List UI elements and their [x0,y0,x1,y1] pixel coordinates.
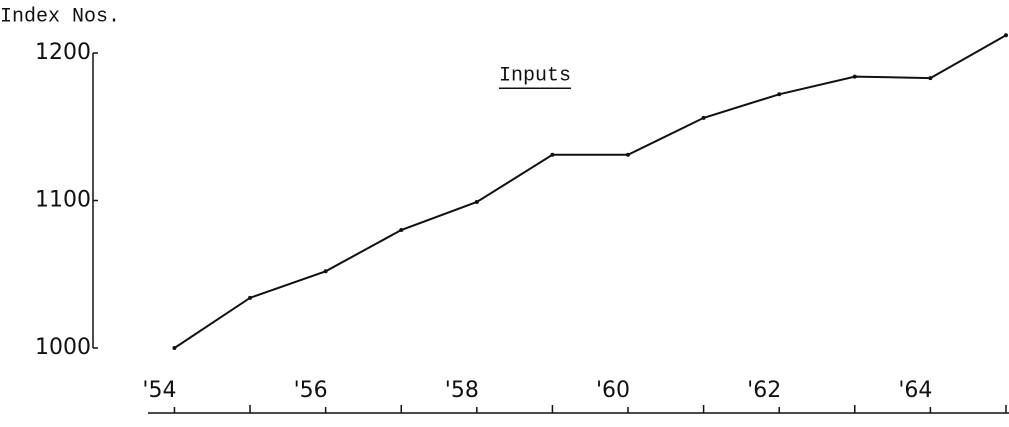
data-point [172,346,177,350]
x-tick-label: '64 [898,378,932,403]
data-point [1003,33,1008,38]
data-point [852,74,857,79]
x-tick-label: '60 [596,378,630,403]
data-point [777,92,782,97]
y-axis-label: Index Nos. [0,5,120,28]
data-point [928,76,933,81]
data-point [626,152,631,157]
data-point [399,228,404,232]
data-point [248,295,253,300]
x-tick-label: '56 [294,378,328,403]
x-tick-label: '62 [747,378,781,403]
data-line [173,34,1007,349]
chart-title: Inputs [499,64,571,87]
data-point [701,115,706,120]
data-point [550,152,555,157]
data-point [323,269,328,274]
y-tick-label: 1100 [35,188,91,213]
y-tick-label: 1200 [35,40,91,65]
data-point [474,199,479,204]
x-tick-label: '54 [142,378,176,403]
x-tick-label: '58 [445,378,479,403]
y-tick-label: 1000 [35,335,91,360]
